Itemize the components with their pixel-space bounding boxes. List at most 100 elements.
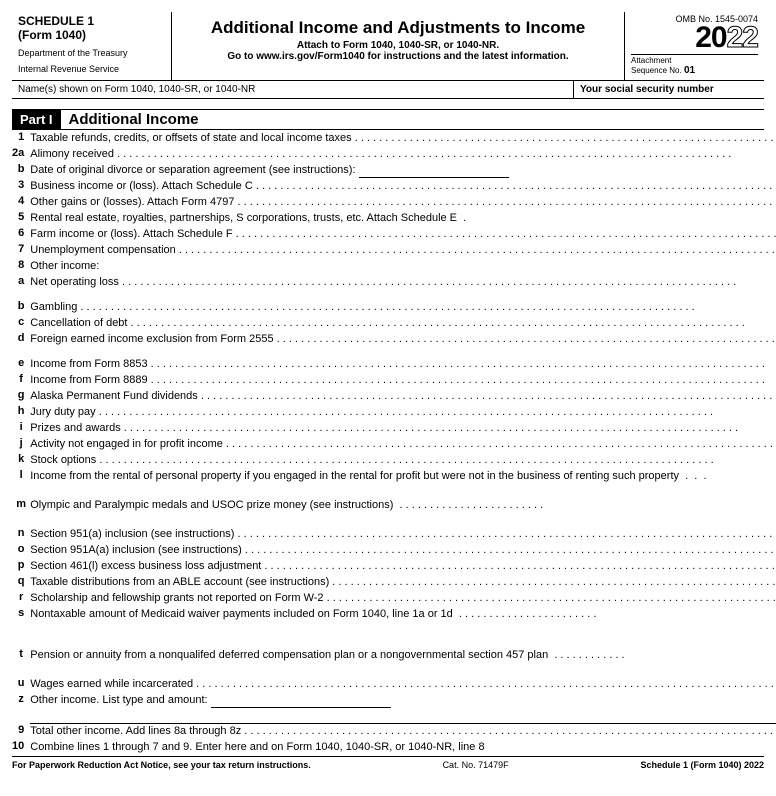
- line-8i-text: Prizes and awards: [30, 422, 121, 434]
- line-8z-fill2[interactable]: [30, 713, 776, 724]
- line-8c: c Cancellation of debt 8c: [12, 316, 776, 332]
- line-8q-text: Taxable distributions from an ABLE accou…: [30, 576, 329, 588]
- attach-label2: Sequence No.: [631, 66, 682, 75]
- header-middle: Additional Income and Adjustments to Inc…: [172, 12, 624, 80]
- line-6: 6 Farm income or (loss). Attach Schedule…: [12, 227, 776, 243]
- year-prefix: 20: [695, 21, 726, 54]
- names-field-label: Name(s) shown on Form 1040, 1040-SR, or …: [12, 81, 574, 98]
- part1-title: Additional Income: [61, 111, 199, 128]
- footer-right: Schedule 1 (Form 1040) 2022: [640, 760, 764, 770]
- line-num-8n: n: [12, 527, 30, 543]
- line-8d: d Foreign earned income exclusion from F…: [12, 332, 776, 357]
- line-8m-text: Olympic and Paralympic medals and USOC p…: [30, 499, 393, 511]
- line-8n: nSection 951(a) inclusion (see instructi…: [12, 527, 776, 543]
- line-num-9: 9: [12, 724, 30, 740]
- line-num-2a: 2a: [12, 147, 30, 163]
- part1-header: Part I Additional Income: [12, 109, 764, 130]
- line-7-text: Unemployment compensation: [30, 244, 176, 256]
- line-num-8p: p: [12, 559, 30, 575]
- line-num-8r: r: [12, 591, 30, 607]
- part1-tag: Part I: [12, 110, 61, 129]
- line-num-8o: o: [12, 543, 30, 559]
- line-8n-text: Section 951(a) inclusion (see instructio…: [30, 528, 234, 540]
- line-8h: hJury duty pay8h: [12, 405, 776, 421]
- line-num-8k: k: [12, 453, 30, 469]
- line-7: 7 Unemployment compensation 7: [12, 243, 776, 259]
- line-8s-text: Nontaxable amount of Medicaid waiver pay…: [30, 608, 453, 620]
- line-8q: qTaxable distributions from an ABLE acco…: [12, 575, 776, 591]
- page-footer: For Paperwork Reduction Act Notice, see …: [12, 756, 764, 770]
- line-8o: oSection 951A(a) inclusion (see instruct…: [12, 543, 776, 559]
- line-num-8s: s: [12, 607, 30, 623]
- line-num-3: 3: [12, 179, 30, 195]
- line-num-8u: u: [12, 677, 30, 693]
- line-num-10: 10: [12, 740, 30, 756]
- form-header: SCHEDULE 1 (Form 1040) Department of the…: [12, 12, 764, 81]
- line-6-text: Farm income or (loss). Attach Schedule F: [30, 228, 232, 240]
- line-num-2b: b: [12, 163, 30, 179]
- line-8d-text: Foreign earned income exclusion from For…: [30, 333, 273, 345]
- line-8g-text: Alaska Permanent Fund dividends: [30, 390, 198, 402]
- line-8f-text: Income from Form 8889: [30, 374, 147, 386]
- line-num-8q: q: [12, 575, 30, 591]
- line-num-8e: e: [12, 357, 30, 373]
- line-1-text: Taxable refunds, credits, or offsets of …: [30, 132, 351, 144]
- line-2a-text: Alimony received: [30, 148, 114, 160]
- footer-mid: Cat. No. 71479F: [443, 760, 509, 770]
- line-8k: kStock options8k: [12, 453, 776, 469]
- line-num-8m: m: [12, 498, 30, 514]
- line-8g: gAlaska Permanent Fund dividends8g: [12, 389, 776, 405]
- line-8b-text: Gambling: [30, 301, 77, 313]
- line-8b: b Gambling 8b: [12, 300, 776, 316]
- line-3: 3 Business income or (loss). Attach Sche…: [12, 179, 776, 195]
- attach-number: 01: [684, 65, 695, 76]
- line-num-8l: l: [12, 469, 30, 485]
- line-5-text: Rental real estate, royalties, partnersh…: [30, 212, 457, 224]
- line-8h-text: Jury duty pay: [30, 406, 95, 418]
- line-8r-text: Scholarship and fellowship grants not re…: [30, 592, 323, 604]
- line-8e-text: Income from Form 8853: [30, 358, 147, 370]
- line-4-text: Other gains or (losses). Attach Form 479…: [30, 196, 234, 208]
- line-8k-text: Stock options: [30, 454, 96, 466]
- line-8l-text: Income from the rental of personal prope…: [30, 470, 679, 482]
- line-2b: b Date of original divorce or separation…: [12, 163, 776, 179]
- line-8u-text: Wages earned while incarcerated: [30, 678, 193, 690]
- footer-left: For Paperwork Reduction Act Notice, see …: [12, 760, 311, 770]
- attach-label1: Attachment: [631, 56, 671, 65]
- line-8a: a Net operating loss 8a (): [12, 275, 776, 300]
- schedule-label: SCHEDULE 1: [18, 14, 165, 28]
- line-num-8g: g: [12, 389, 30, 405]
- line-num-8d: d: [12, 332, 30, 357]
- name-ssn-row: Name(s) shown on Form 1040, 1040-SR, or …: [12, 81, 764, 99]
- line-8f: fIncome from Form 88898f: [12, 373, 776, 389]
- line-num-8: 8: [12, 259, 30, 275]
- line-num-8t: t: [12, 648, 30, 664]
- header-left: SCHEDULE 1 (Form 1040) Department of the…: [12, 12, 172, 80]
- line-8z-1: z Other income. List type and amount:: [12, 693, 776, 709]
- line-9-text: Total other income. Add lines 8a through…: [30, 725, 241, 737]
- line-9: 9 Total other income. Add lines 8a throu…: [12, 724, 776, 740]
- line-5: 5 Rental real estate, royalties, partner…: [12, 211, 776, 227]
- year-suffix: 22: [727, 21, 758, 54]
- line-num-8f: f: [12, 373, 30, 389]
- line-8r: rScholarship and fellowship grants not r…: [12, 591, 776, 607]
- line-8a-text: Net operating loss: [30, 276, 119, 288]
- line-2b-fill[interactable]: [359, 167, 509, 178]
- line-8j: jActivity not engaged in for profit inco…: [12, 437, 776, 453]
- line-num-5: 5: [12, 211, 30, 227]
- line-num-8b: b: [12, 300, 30, 316]
- form-label: (Form 1040): [18, 28, 165, 42]
- line-8z-fill[interactable]: [211, 697, 391, 708]
- attachment-seq: Attachment Sequence No. 01: [631, 54, 758, 76]
- line-num-8h: h: [12, 405, 30, 421]
- line-8p: pSection 461(l) excess business loss adj…: [12, 559, 776, 575]
- line-8i: iPrizes and awards8i: [12, 421, 776, 437]
- line-8-text: Other income:: [30, 260, 99, 272]
- line-num-6: 6: [12, 227, 30, 243]
- line-8z-text: Other income. List type and amount:: [30, 694, 207, 706]
- line-8t-1: t Pension or annuity from a nonqualifed …: [12, 648, 776, 664]
- tax-year: 2022: [631, 24, 758, 52]
- line-8u: uWages earned while incarcerated8u: [12, 677, 776, 693]
- ssn-field-label: Your social security number: [574, 81, 764, 98]
- line-8z-2: 8z: [12, 709, 776, 724]
